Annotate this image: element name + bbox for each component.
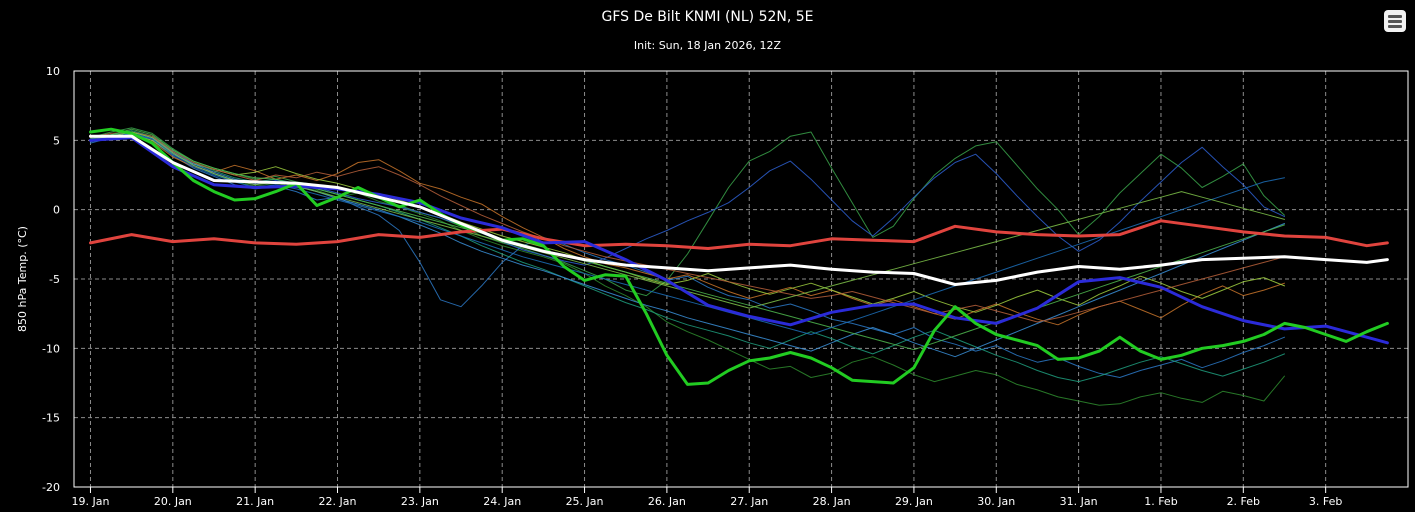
series-line-member [90, 127, 1285, 297]
x-tick-label: 3. Feb [1309, 495, 1342, 508]
series-line-climatology [89, 219, 1389, 250]
x-tick-label: 1. Feb [1144, 495, 1177, 508]
x-tick-label: 26. Jan [648, 495, 686, 508]
x-tick-label: 27. Jan [730, 495, 768, 508]
x-tick-label: 20. Jan [154, 495, 192, 508]
series-line-member [90, 131, 1285, 323]
y-axis-label: 850 hPa Temp. (°C) [16, 226, 29, 332]
x-tick-label: 2. Feb [1227, 495, 1260, 508]
series-layer [89, 127, 1389, 406]
x-tick-label: 28. Jan [813, 495, 851, 508]
series-line-member [90, 131, 1285, 309]
series-line-member [90, 134, 1285, 313]
x-tick-label: 22. Jan [319, 495, 357, 508]
x-tick-label: 31. Jan [1060, 495, 1098, 508]
x-tick-label: 29. Jan [895, 495, 933, 508]
y-tick-label: 5 [53, 134, 60, 147]
series-line-member [90, 132, 1285, 266]
x-tick-label: 19. Jan [71, 495, 109, 508]
axis-layer: 10 5 0 -5 -10 -15 -20 19. Jan 20. Jan 21. Jan 22. … [42, 65, 1409, 508]
y-tick-label: 0 [53, 204, 60, 217]
x-tick-label: 23. Jan [401, 495, 439, 508]
series-line-member [90, 132, 1285, 378]
x-tick-label: 21. Jan [236, 495, 274, 508]
series-line-operational [89, 136, 1389, 345]
y-tick-label: 10 [46, 65, 60, 78]
grid-layer [74, 70, 1408, 488]
series-line-ensemble-mean [89, 134, 1389, 286]
chart-subtitle: Init: Sun, 18 Jan 2026, 12Z [633, 39, 782, 52]
y-tick-label: -5 [49, 273, 60, 286]
y-tick-label: -20 [42, 481, 60, 494]
x-tick-label: 24. Jan [483, 495, 521, 508]
y-tick-label: -15 [42, 412, 60, 425]
chart-title: GFS De Bilt KNMI (NL) 52N, 5E [601, 9, 814, 25]
y-tick-label: -10 [42, 342, 60, 355]
plot-border [73, 70, 1409, 488]
x-tick-label: 30. Jan [977, 495, 1015, 508]
series-line-member [90, 128, 1285, 351]
series-line-control [89, 127, 1389, 386]
menu-button[interactable] [1384, 10, 1406, 32]
x-tick-label: 25. Jan [566, 495, 604, 508]
